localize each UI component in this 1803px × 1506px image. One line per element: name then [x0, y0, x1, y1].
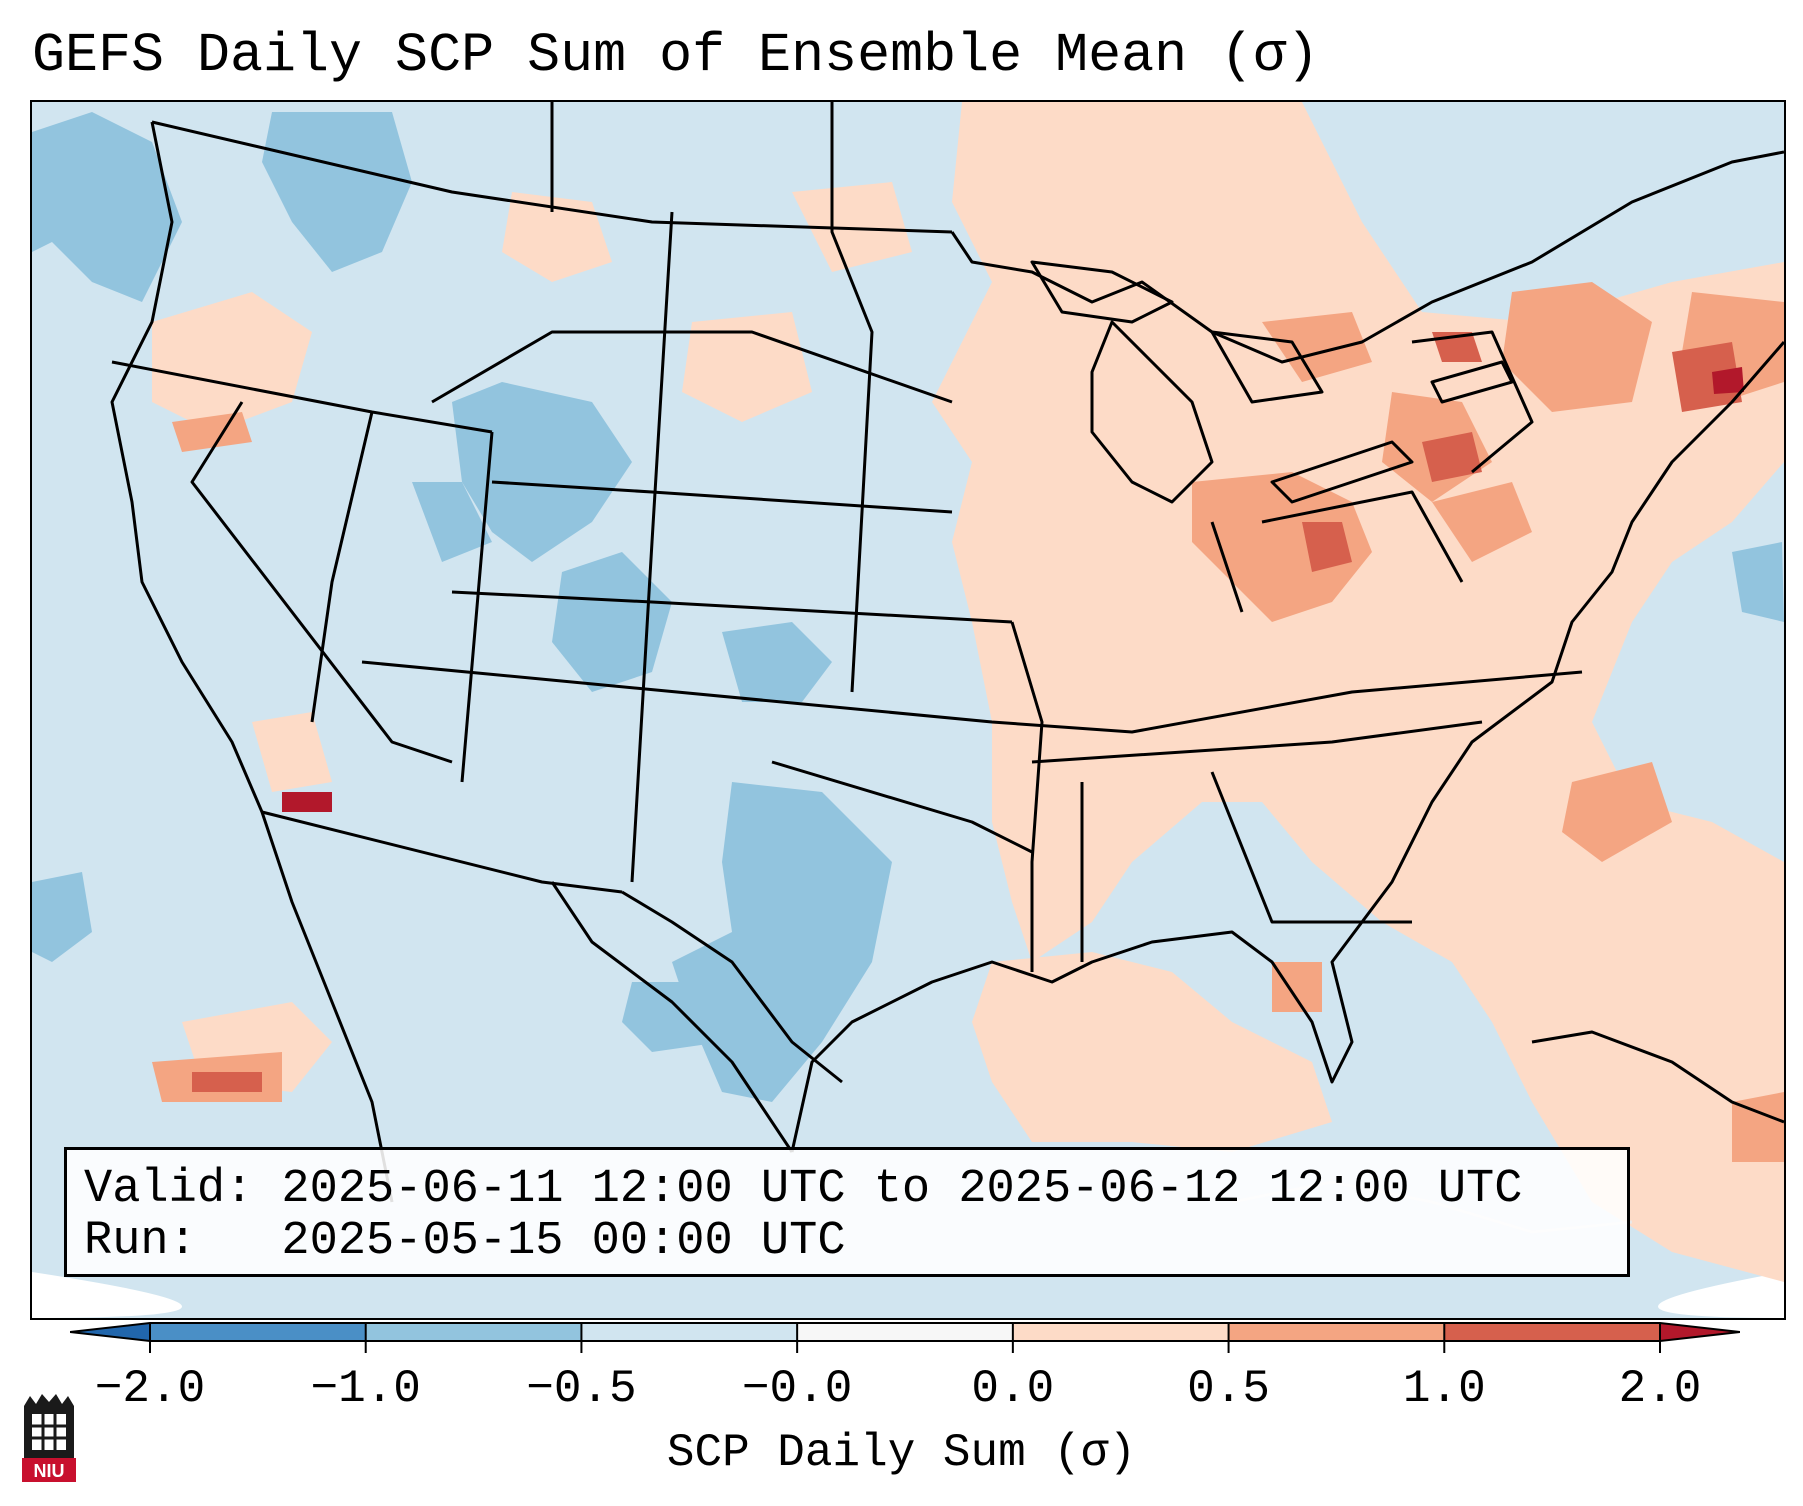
- positive-extreme-regions: [282, 367, 1744, 812]
- gulf-atlantic-coastline: [790, 341, 1784, 1153]
- positive-strong-regions: [192, 332, 1742, 1092]
- tennessee-border: [1031, 720, 1483, 764]
- new-york-lines: [1411, 330, 1534, 474]
- mexico-border-west: [261, 810, 623, 894]
- valid-time-text: Valid: 2025-06-11 12:00 UTC to 2025-06-1…: [84, 1163, 1523, 1216]
- state-line-45n: [491, 480, 953, 514]
- validity-info-box: Valid: 2025-06-11 12:00 UTC to 2025-06-1…: [64, 1147, 1630, 1277]
- domain-edge-right: [1658, 1272, 1784, 1318]
- colorbar-tick-label: 0.0: [971, 1363, 1055, 1415]
- niu-logo-icon: NIU: [22, 1394, 76, 1482]
- state-line-41n: [451, 590, 1013, 624]
- oklahoma-texas-border: [771, 760, 1033, 854]
- colorbar-tick-label: −0.0: [741, 1363, 853, 1415]
- colorbar-segment: [1228, 1323, 1445, 1341]
- colorbar-tick-label: −1.0: [310, 1363, 421, 1415]
- canada-border-east: [950, 150, 1784, 364]
- colorbar-tick-label: −0.5: [526, 1363, 637, 1415]
- ohio-valley-lines: [1210, 490, 1464, 613]
- montana-south-border: [431, 330, 953, 404]
- colorbar-tick-label: 1.0: [1402, 1363, 1486, 1415]
- colorbar-tick-label: 0.5: [1187, 1363, 1270, 1415]
- idaho-nevada-border: [310, 411, 374, 723]
- lake-ontario: [1430, 360, 1514, 404]
- colorbar-tick-label: 2.0: [1618, 1363, 1702, 1415]
- boundary-lines: [110, 102, 1784, 1203]
- lake-superior: [1030, 260, 1174, 324]
- lake-erie: [1270, 440, 1414, 504]
- domain-edge-left: [32, 1272, 182, 1318]
- state-meridian-lines: [460, 102, 1044, 972]
- colorbar-tick-label: −2.0: [94, 1363, 206, 1415]
- colorbar-segment: [797, 1323, 1014, 1341]
- lake-huron: [1210, 330, 1324, 404]
- pacific-coastline: [110, 121, 394, 1203]
- colorbar-segment: [150, 1323, 367, 1341]
- colorbar: [70, 1322, 1740, 1353]
- colorbar-segment: [1012, 1323, 1230, 1341]
- chart-title: GEFS Daily SCP Sum of Ensemble Mean (σ): [32, 24, 1320, 87]
- colorbar-label: SCP Daily Sum (σ): [666, 1427, 1137, 1479]
- run-time-text: Run: 2025-05-15 00:00 UTC: [84, 1215, 846, 1268]
- map-panel: [30, 100, 1786, 1320]
- colorbar-extend-low: [70, 1323, 150, 1341]
- california-nevada-border: [190, 401, 453, 764]
- logo-text: NIU: [34, 1461, 65, 1481]
- colorbar-segment: [1444, 1323, 1661, 1341]
- colorbar-extend-high: [1660, 1323, 1740, 1341]
- gulf-coast-mexico: [550, 881, 794, 1153]
- colorbar-segment: [581, 1323, 798, 1341]
- caribbean-islands: [1531, 1030, 1784, 1124]
- mexico-border-texas: [621, 890, 843, 1084]
- southeast-state-lines: [1080, 771, 1412, 962]
- anomaly-map: [32, 102, 1784, 1318]
- lake-michigan: [1090, 320, 1214, 504]
- negative-anomaly-regions: [32, 112, 1784, 1102]
- colorbar-segment: [365, 1323, 582, 1341]
- state-line-37n: [361, 660, 1583, 734]
